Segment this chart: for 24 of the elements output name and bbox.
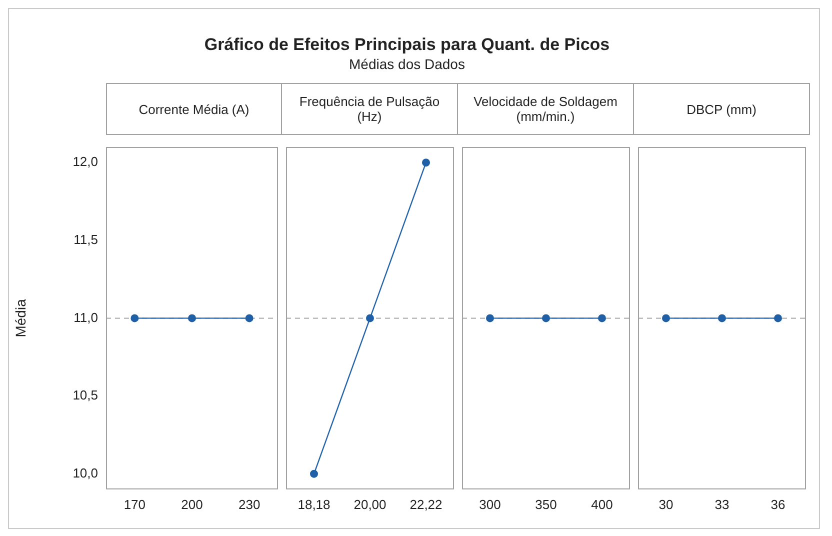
- x-tick-label: 200: [181, 496, 203, 512]
- text: Gráfico de Efeitos Principais para Quant. de Picos: [204, 35, 610, 54]
- y-tick-label: 11,0: [74, 310, 98, 325]
- x-tick-label: 400: [591, 496, 613, 512]
- x-tick-label: 170: [124, 496, 146, 512]
- x-tick-label: 36: [770, 496, 786, 512]
- y-tick-label: 11,5: [74, 232, 98, 247]
- x-tick-label: 22,22: [410, 496, 442, 512]
- x-tick-label: 300: [479, 496, 501, 512]
- x-tick-label: 20,00: [354, 496, 386, 512]
- text: Corrente Média (A): [138, 102, 250, 116]
- text: DBCP (mm): [686, 102, 756, 116]
- x-tick-label: 33: [714, 496, 730, 512]
- text: Frequência de Pulsação (Hz): [298, 94, 441, 124]
- chart-subtitle: Médias dos Dados: [349, 56, 465, 72]
- x-tick-label: 30: [658, 496, 674, 512]
- y-axis-title: Média: [12, 298, 28, 338]
- y-tick-label: 10,0: [72, 465, 98, 480]
- text: Velocidade de Soldagem (mm/min.): [472, 94, 618, 124]
- y-tick-label: 10,5: [72, 388, 98, 403]
- x-tick-label: 230: [238, 496, 260, 512]
- x-tick-label: 350: [535, 496, 557, 512]
- y-tick-label: 12,0: [72, 154, 98, 170]
- x-tick-label: 18,18: [298, 496, 330, 512]
